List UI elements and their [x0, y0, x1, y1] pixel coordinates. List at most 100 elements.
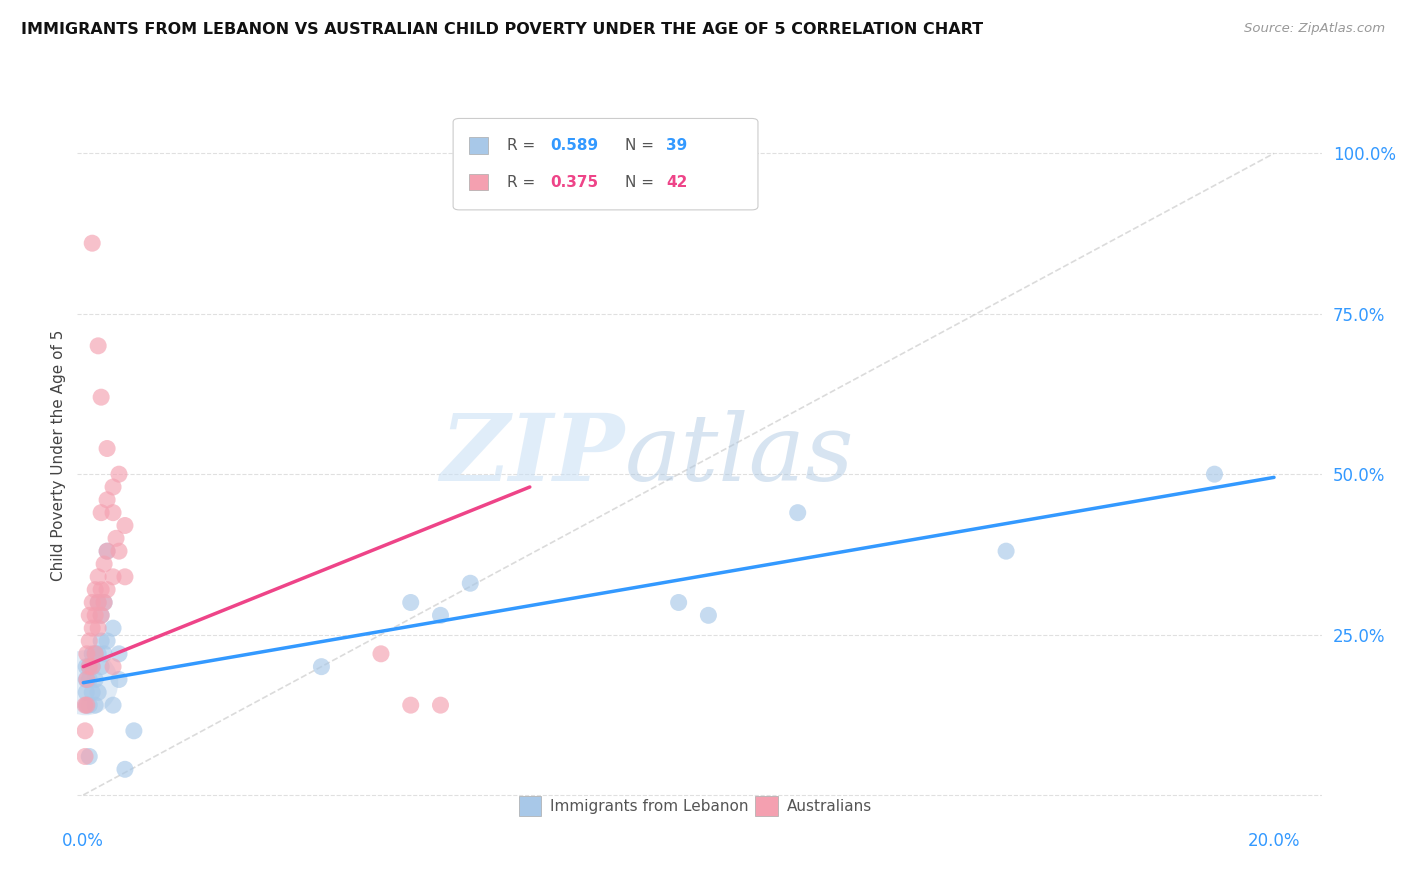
- Point: [87, 647, 110, 661]
- Point: [90, 659, 112, 673]
- Point: [77, 673, 100, 687]
- Point: [75, 749, 97, 764]
- Point: [96, 442, 118, 456]
- Point: [93, 647, 115, 661]
- Text: R =: R =: [506, 175, 540, 190]
- Point: [995, 544, 1018, 558]
- Point: [370, 647, 392, 661]
- Point: [82, 647, 104, 661]
- Point: [399, 595, 422, 609]
- Point: [82, 659, 104, 673]
- Point: [101, 480, 124, 494]
- Point: [90, 506, 112, 520]
- Point: [108, 673, 131, 687]
- Point: [1204, 467, 1226, 482]
- Text: 39: 39: [666, 138, 688, 153]
- Point: [82, 685, 104, 699]
- Point: [96, 544, 118, 558]
- Text: Immigrants from Lebanon: Immigrants from Lebanon: [550, 798, 748, 814]
- Point: [87, 595, 110, 609]
- Point: [82, 659, 104, 673]
- Text: N =: N =: [624, 138, 658, 153]
- Point: [101, 570, 124, 584]
- Point: [77, 634, 100, 648]
- Point: [311, 659, 333, 673]
- Point: [77, 749, 100, 764]
- Text: atlas: atlas: [624, 410, 855, 500]
- Bar: [755, 796, 778, 816]
- Point: [84, 698, 107, 713]
- Point: [786, 506, 808, 520]
- Point: [76, 673, 98, 687]
- Point: [114, 570, 136, 584]
- Point: [93, 557, 115, 571]
- Point: [122, 723, 145, 738]
- Point: [101, 659, 124, 673]
- Point: [114, 762, 136, 776]
- Point: [429, 608, 451, 623]
- Point: [108, 467, 131, 482]
- Point: [105, 532, 128, 546]
- Point: [75, 723, 97, 738]
- Point: [84, 647, 107, 661]
- Point: [668, 595, 690, 609]
- Point: [90, 634, 112, 648]
- FancyBboxPatch shape: [453, 119, 758, 210]
- Point: [101, 506, 124, 520]
- Bar: [519, 796, 541, 816]
- Point: [697, 608, 720, 623]
- Point: [90, 608, 112, 623]
- Point: [87, 570, 110, 584]
- Point: [84, 582, 107, 597]
- Point: [82, 236, 104, 251]
- Bar: [470, 174, 488, 190]
- Text: N =: N =: [624, 175, 658, 190]
- Text: Australians: Australians: [786, 798, 872, 814]
- Point: [458, 576, 481, 591]
- Point: [108, 544, 131, 558]
- Point: [75, 673, 97, 687]
- Point: [399, 698, 422, 713]
- Point: [96, 492, 118, 507]
- Text: R =: R =: [506, 138, 540, 153]
- Point: [114, 518, 136, 533]
- Point: [96, 582, 118, 597]
- Point: [429, 698, 451, 713]
- Point: [90, 608, 112, 623]
- Point: [87, 621, 110, 635]
- Point: [75, 685, 97, 699]
- Point: [82, 595, 104, 609]
- Point: [96, 544, 118, 558]
- Point: [90, 390, 112, 404]
- Point: [90, 582, 112, 597]
- Point: [101, 621, 124, 635]
- Point: [108, 647, 131, 661]
- Point: [87, 339, 110, 353]
- Point: [77, 659, 100, 673]
- Point: [82, 621, 104, 635]
- Bar: [470, 137, 488, 153]
- Point: [77, 659, 100, 673]
- Point: [84, 608, 107, 623]
- Point: [76, 698, 98, 713]
- Text: IMMIGRANTS FROM LEBANON VS AUSTRALIAN CHILD POVERTY UNDER THE AGE OF 5 CORRELATI: IMMIGRANTS FROM LEBANON VS AUSTRALIAN CH…: [21, 22, 983, 37]
- Point: [76, 647, 98, 661]
- Point: [87, 595, 110, 609]
- Point: [87, 685, 110, 699]
- Text: 0.589: 0.589: [550, 138, 599, 153]
- Text: Source: ZipAtlas.com: Source: ZipAtlas.com: [1244, 22, 1385, 36]
- Y-axis label: Child Poverty Under the Age of 5: Child Poverty Under the Age of 5: [51, 329, 66, 581]
- Point: [77, 608, 100, 623]
- Point: [75, 698, 97, 713]
- Point: [84, 647, 107, 661]
- Point: [75, 698, 97, 713]
- Text: 0.375: 0.375: [550, 175, 599, 190]
- Point: [75, 659, 97, 673]
- Point: [77, 698, 100, 713]
- Text: 42: 42: [666, 175, 688, 190]
- Point: [75, 675, 97, 690]
- Point: [96, 634, 118, 648]
- Point: [93, 595, 115, 609]
- Point: [101, 698, 124, 713]
- Point: [93, 595, 115, 609]
